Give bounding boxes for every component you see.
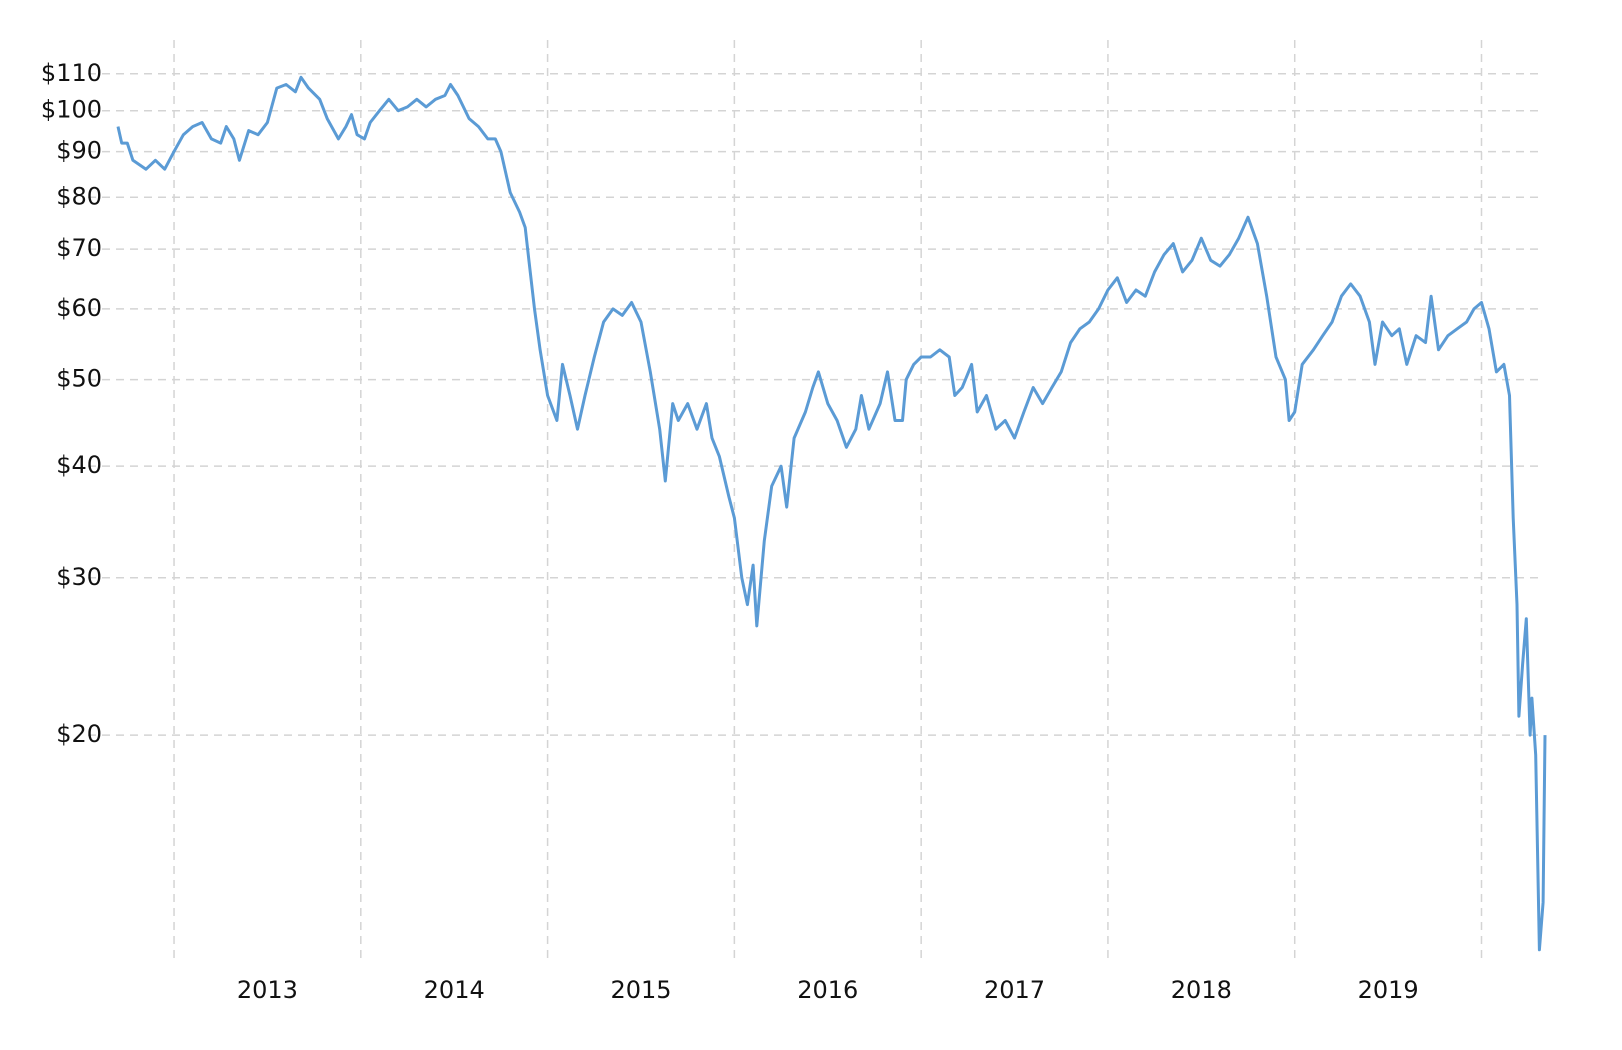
y-tick-label: $20 [56,720,102,748]
y-tick-label: $60 [56,294,102,322]
x-tick-label: 2018 [1171,976,1232,1004]
y-tick-label: $50 [56,365,102,393]
y-tick-label: $110 [41,59,102,87]
x-tick-label: 2013 [237,976,298,1004]
x-tick-label: 2014 [424,976,485,1004]
y-tick-label: $40 [56,451,102,479]
y-tick-label: $100 [41,96,102,124]
x-tick-label: 2019 [1358,976,1419,1004]
price-line [116,75,1547,952]
x-tick-label: 2015 [610,976,671,1004]
y-tick-label: $30 [56,563,102,591]
y-tick-label: $90 [56,137,102,165]
x-tick-label: 2016 [797,976,858,1004]
x-tick-label: 2017 [984,976,1045,1004]
y-tick-label: $80 [56,182,102,210]
y-tick-label: $70 [56,234,102,262]
